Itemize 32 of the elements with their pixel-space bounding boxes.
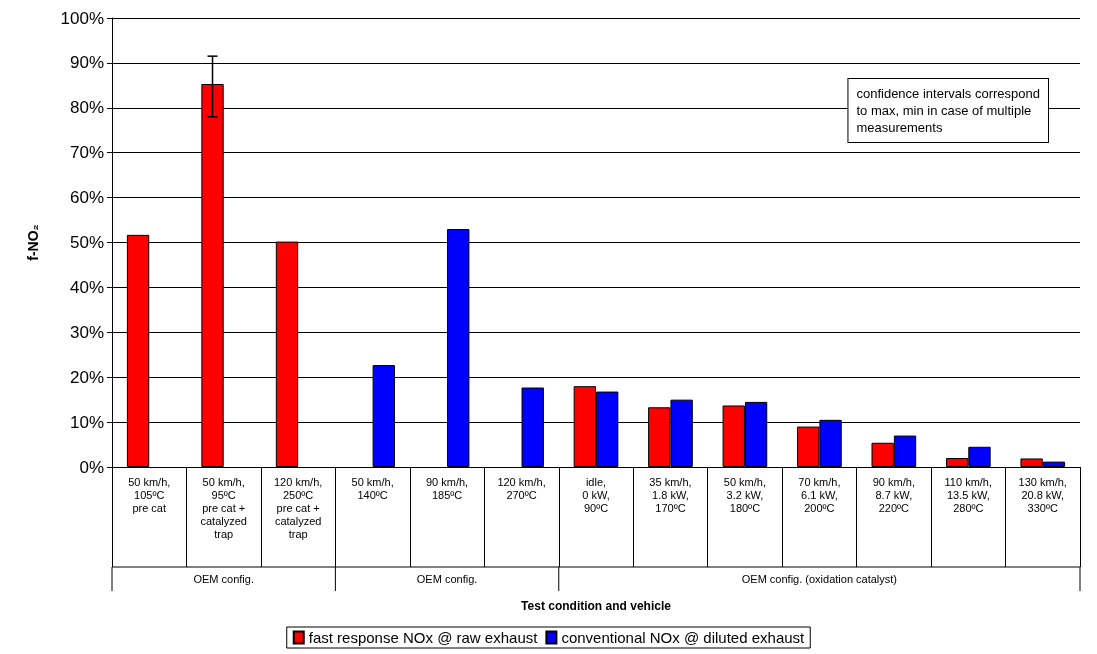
x-tick-label: 90 km/h, 8.7 kW, 220ºC bbox=[872, 475, 915, 514]
x-tick-label: 90 km/h, 185ºC bbox=[425, 475, 469, 501]
y-tick-label: 10% bbox=[69, 412, 104, 432]
x-tick-label: 35 km/h, 1.8 kW, 170ºC bbox=[649, 475, 692, 514]
text: OEM config. bbox=[193, 572, 254, 585]
text: OEM config. (oxidation catalyst) bbox=[741, 572, 898, 585]
y-tick-label: 70% bbox=[69, 143, 104, 163]
x-tick-label: 50 km/h, 105ºC pre cat bbox=[128, 475, 171, 514]
y-tick-label: 100% bbox=[60, 8, 104, 28]
legend-label: conventional NOx @ diluted exhaust bbox=[561, 629, 806, 646]
annotation: confidence intervals correspond to max, min in case of multiple measurements bbox=[856, 86, 1041, 135]
x-tick-label: 130 km/h, 20.8 kW, 330ºC bbox=[1018, 475, 1067, 514]
x-tick-label: 50 km/h, 3.2 kW, 180ºC bbox=[723, 475, 767, 514]
x-tick-label: 120 km/h, 270ºC bbox=[497, 475, 546, 501]
y-tick-label: 0% bbox=[79, 457, 104, 477]
text: OEM config. bbox=[416, 572, 478, 585]
x-tick-label: 50 km/h, 140ºC bbox=[351, 475, 394, 501]
y-tick-label: 90% bbox=[69, 53, 104, 73]
y-tick-label: 50% bbox=[69, 233, 104, 252]
x-tick-label: 120 km/h, 250ºC pre cat + catalyzed trap bbox=[274, 475, 323, 540]
x-axis-title: Test condition and vehicle bbox=[521, 599, 672, 613]
y-tick-label: 60% bbox=[69, 188, 104, 208]
x-tick-label: 50 km/h, 95ºC pre cat + catalyzed trap bbox=[200, 475, 247, 540]
y-tick-label: 30% bbox=[69, 322, 104, 342]
x-tick-label: idle, 0 kW, 90ºC bbox=[582, 475, 610, 514]
x-tick-label: 110 km/h, 13.5 kW, 280ºC bbox=[944, 475, 993, 514]
y-axis-title: f-NO₂ bbox=[25, 224, 41, 261]
legend-label: fast response NOx @ raw exhaust bbox=[308, 629, 539, 646]
y-tick-label: 40% bbox=[69, 277, 104, 297]
y-tick-label: 20% bbox=[69, 367, 104, 387]
x-tick-label: 70 km/h, 6.1 kW, 200ºC bbox=[798, 475, 841, 514]
y-tick-label: 80% bbox=[69, 98, 104, 118]
